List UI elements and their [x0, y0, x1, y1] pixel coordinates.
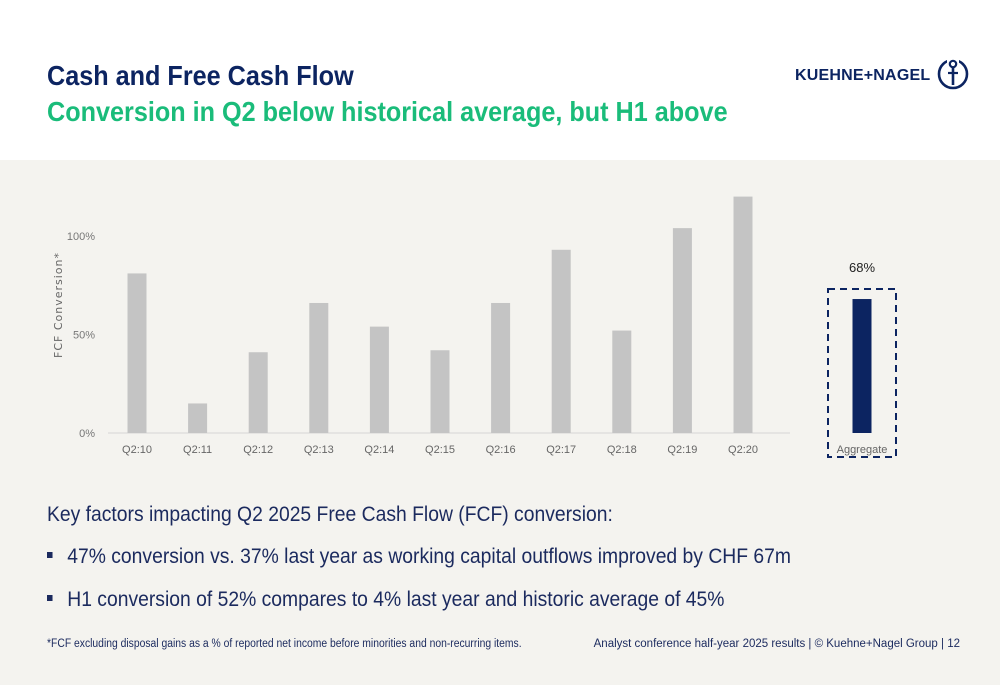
x-tick-label: Q2:20 — [728, 444, 758, 456]
slide-header: Cash and Free Cash Flow Conversion in Q2… — [0, 0, 1000, 160]
x-tick-label: Q2:14 — [364, 444, 394, 456]
bar — [188, 403, 208, 433]
x-tick-label: Q2:18 — [607, 444, 637, 456]
y-tick-label: 100% — [67, 231, 95, 243]
highlight-box — [827, 288, 897, 458]
bar — [852, 299, 872, 433]
x-tick-label: Q2:16 — [486, 444, 516, 456]
fcf-conversion-chart: 0% 50% 100% FCF Conversion* Q2:10 Q2:11 Q2:12 Q… — [0, 160, 1000, 490]
logo-text: KUEHNE+NAGEL — [795, 67, 931, 84]
bar — [248, 352, 268, 433]
bar — [369, 326, 389, 433]
x-tick-label: Q2:15 — [425, 444, 455, 456]
x-tick-label: Q2:19 — [667, 444, 697, 456]
x-tick-label: Q2:17 — [546, 444, 576, 456]
bar — [551, 249, 571, 433]
x-tick-label: Q2:13 — [304, 444, 334, 456]
x-tick-label: Q2:11 — [183, 444, 212, 456]
footnote: *FCF excluding disposal gains as a % of … — [47, 638, 522, 650]
company-logo: KUEHNE+NAGEL — [795, 56, 970, 96]
x-tick-label: Q2:10 — [122, 444, 152, 456]
y-tick-label: 50% — [73, 330, 95, 342]
slide-title: Cash and Free Cash Flow — [47, 60, 354, 91]
bar — [612, 330, 632, 433]
bullet-square-icon — [47, 595, 53, 602]
y-axis-label: FCF Conversion* — [52, 252, 65, 358]
x-tick-label: Q2:12 — [243, 444, 273, 456]
bar — [733, 196, 753, 433]
data-label: 68% — [849, 260, 875, 275]
bullet-item: 47% conversion vs. 37% last year as work… — [47, 545, 791, 569]
footer-source: Analyst conference half-year 2025 result… — [593, 638, 960, 650]
anchor-figure-icon — [936, 55, 970, 98]
bar — [672, 228, 692, 433]
bullet-square-icon — [47, 552, 53, 559]
bar — [491, 302, 511, 433]
bullet-item: H1 conversion of 52% compares to 4% last… — [47, 588, 724, 612]
key-factors-intro: Key factors impacting Q2 2025 Free Cash … — [47, 503, 613, 526]
slide-subtitle: Conversion in Q2 below historical averag… — [47, 96, 728, 127]
bar — [430, 350, 450, 433]
bullet-text: H1 conversion of 52% compares to 4% last… — [67, 588, 725, 611]
bullet-text: 47% conversion vs. 37% last year as work… — [67, 545, 791, 568]
chart-canvas: 0% 50% 100%FCF Conversion* Q2:10 Q2:11 Q2:12 Q… — [52, 196, 897, 458]
y-tick-label: 0% — [79, 428, 95, 440]
bar — [309, 302, 329, 433]
bar — [127, 273, 147, 433]
x-tick-label: Aggregate — [837, 444, 888, 456]
